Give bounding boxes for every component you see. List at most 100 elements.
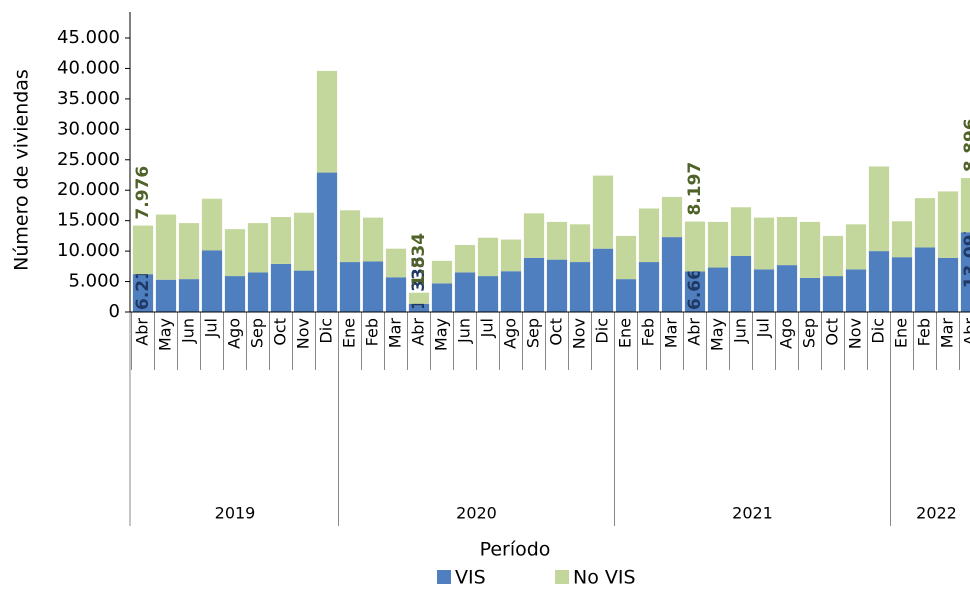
bar-segment bbox=[408, 292, 430, 304]
bar-segment bbox=[661, 196, 683, 238]
data-label: 8.896 bbox=[961, 118, 970, 172]
group-label: 2019 bbox=[215, 504, 256, 523]
bar-segment bbox=[362, 261, 384, 312]
bar-segment bbox=[776, 265, 798, 312]
data-label: 1.834 bbox=[409, 233, 429, 287]
bar-segment bbox=[270, 217, 292, 264]
bar-segment bbox=[293, 212, 315, 271]
legend-label: VIS bbox=[455, 567, 486, 589]
data-label: 13.097 bbox=[961, 223, 970, 289]
bar-segment bbox=[247, 272, 269, 312]
bar-segment bbox=[776, 217, 798, 266]
y-tick-label: 0 bbox=[109, 301, 120, 322]
x-tick-label: Jun bbox=[455, 318, 474, 344]
x-tick-label: May bbox=[432, 318, 451, 351]
bar-segment bbox=[454, 245, 476, 273]
bar-segment bbox=[316, 172, 338, 312]
y-tick-label: 15.000 bbox=[57, 210, 120, 231]
x-tick-label: Oct bbox=[271, 318, 290, 346]
x-tick-label: Sep bbox=[800, 318, 819, 348]
bar-segment bbox=[339, 210, 361, 263]
y-tick-label: 40.000 bbox=[57, 57, 120, 78]
bar-segment bbox=[431, 283, 453, 312]
bar-segment bbox=[270, 263, 292, 312]
bar-segment bbox=[730, 255, 752, 312]
x-tick-label: Abr bbox=[961, 318, 970, 346]
x-tick-label: Oct bbox=[547, 318, 566, 346]
bar-segment bbox=[155, 214, 177, 280]
x-axis-title: Período bbox=[480, 539, 551, 561]
y-tick-label: 10.000 bbox=[57, 240, 120, 261]
x-tick-label: Dic bbox=[593, 318, 612, 344]
bar-segment bbox=[638, 208, 660, 263]
bar-segment bbox=[201, 250, 223, 312]
y-axis-title: Número de viviendas bbox=[11, 69, 33, 271]
y-tick-label: 35.000 bbox=[57, 88, 120, 109]
bar-segment bbox=[891, 221, 913, 258]
bar-segment bbox=[247, 223, 269, 273]
bar-segment bbox=[523, 257, 545, 312]
bar-segment bbox=[178, 279, 200, 312]
bar-segment bbox=[937, 191, 959, 258]
x-tick-label: Ago bbox=[777, 318, 796, 349]
bar-segment bbox=[684, 221, 706, 272]
bar-segment bbox=[868, 251, 890, 312]
x-tick-label: Ene bbox=[340, 318, 359, 348]
bar-segment bbox=[707, 267, 729, 312]
x-tick-label: Ene bbox=[892, 318, 911, 348]
legend-swatch bbox=[555, 570, 569, 584]
bar-segment bbox=[615, 279, 637, 312]
x-tick-label: Jul bbox=[754, 318, 773, 338]
x-tick-label: Jul bbox=[478, 318, 497, 338]
bar-segment bbox=[224, 229, 246, 277]
x-tick-label: Nov bbox=[570, 318, 589, 349]
bar-segment bbox=[661, 237, 683, 312]
bar-segment bbox=[385, 277, 407, 312]
x-tick-label: Ago bbox=[225, 318, 244, 349]
bar-segment bbox=[914, 247, 936, 312]
x-tick-label: Feb bbox=[639, 318, 658, 346]
bar-segment bbox=[707, 221, 729, 268]
bar-segment bbox=[224, 276, 246, 312]
bar-segment bbox=[569, 262, 591, 312]
x-tick-label: Feb bbox=[363, 318, 382, 346]
x-tick-label: Sep bbox=[524, 318, 543, 348]
bar-segment bbox=[592, 175, 614, 249]
x-tick-label: Sep bbox=[248, 318, 267, 348]
bar-segment bbox=[477, 276, 499, 312]
x-tick-label: Mar bbox=[662, 318, 681, 349]
bar-segment bbox=[799, 221, 821, 278]
bar-segment bbox=[178, 223, 200, 280]
bar-segment bbox=[500, 271, 522, 312]
bar-segment bbox=[546, 259, 568, 312]
x-tick-label: Ago bbox=[501, 318, 520, 349]
bar-segment bbox=[891, 257, 913, 312]
x-tick-label: Nov bbox=[846, 318, 865, 349]
bar-segment bbox=[523, 213, 545, 258]
bar-segment bbox=[201, 198, 223, 251]
bar-segment bbox=[500, 239, 522, 272]
bar-segment bbox=[385, 248, 407, 278]
x-tick-label: Nov bbox=[294, 318, 313, 349]
bar-segment bbox=[822, 235, 844, 277]
bar-segment bbox=[638, 262, 660, 312]
bar-segment bbox=[339, 262, 361, 312]
y-tick-label: 30.000 bbox=[57, 118, 120, 139]
bar-segment bbox=[431, 260, 453, 284]
x-tick-label: May bbox=[156, 318, 175, 351]
bar-segment bbox=[132, 225, 154, 275]
y-tick-label: 25.000 bbox=[57, 149, 120, 170]
bar-segment bbox=[937, 257, 959, 312]
bar-segment bbox=[753, 217, 775, 270]
bar-segment bbox=[155, 279, 177, 312]
x-tick-label: Abr bbox=[685, 318, 704, 346]
bar-segment bbox=[753, 269, 775, 312]
x-tick-label: Jul bbox=[202, 318, 221, 338]
y-tick-label: 45.000 bbox=[57, 27, 120, 48]
x-tick-label: Jun bbox=[179, 318, 198, 344]
x-tick-label: Abr bbox=[133, 318, 152, 346]
bar-segment bbox=[684, 271, 706, 312]
bar-segment bbox=[454, 272, 476, 312]
